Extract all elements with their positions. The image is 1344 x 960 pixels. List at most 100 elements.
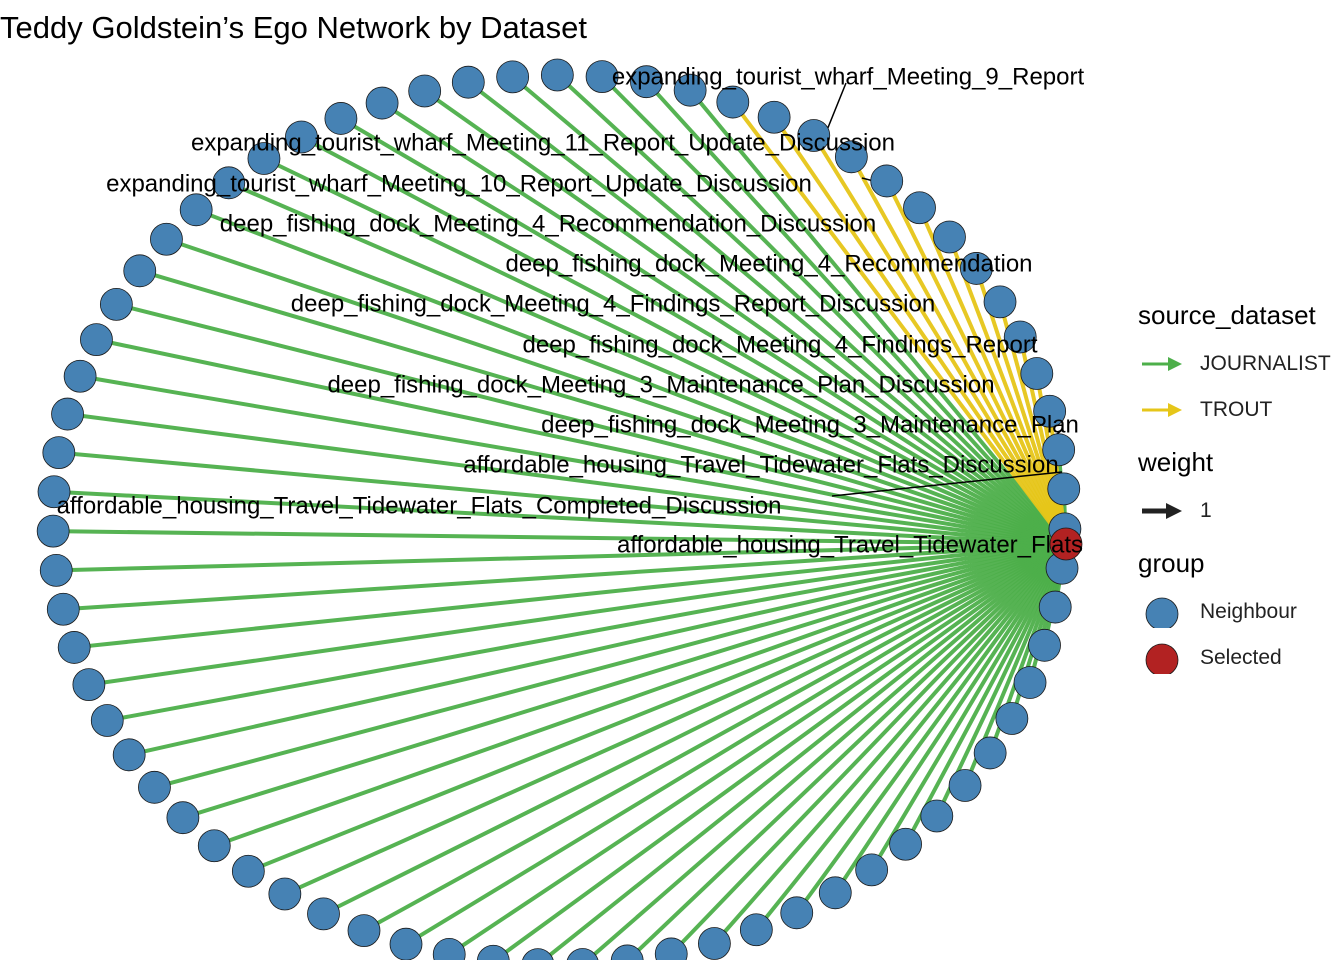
neighbour-node[interactable] [566,948,599,960]
journalist-edge [381,101,1068,546]
neighbour-node[interactable] [408,74,442,108]
neighbour-node[interactable] [42,436,76,470]
neighbour-node[interactable] [1003,320,1037,354]
neighbour-node[interactable] [697,927,731,960]
legend-item-selected: Selected [1138,635,1344,681]
neighbour-node[interactable] [112,738,146,772]
neighbour-node[interactable] [268,877,302,911]
neighbour-node[interactable] [63,359,97,393]
legend: source_dataset JOURNALIST TROUT weight 1 [1138,300,1344,695]
neighbour-node[interactable] [36,514,70,548]
journalist-edge [96,337,1067,546]
journalist-edge [263,156,1067,546]
neighbour-node[interactable] [983,285,1017,319]
legend-label-journalist: JOURNALIST [1200,352,1331,375]
neighbour-node[interactable] [123,254,157,288]
neighbour-node[interactable] [522,948,554,960]
neighbour-node[interactable] [610,944,644,960]
neighbour-node[interactable] [1033,394,1067,428]
neighbour-node[interactable] [870,164,904,198]
neighbour-node[interactable] [51,397,84,431]
neighbour-node[interactable] [1038,590,1072,624]
legend-weight: weight 1 [1138,447,1344,534]
neighbour-node[interactable] [37,475,71,509]
neighbour-node[interactable] [285,120,318,154]
neighbour-node[interactable] [585,60,619,94]
neighbour-node[interactable] [540,58,574,92]
neighbour-node[interactable] [324,102,358,135]
neighbour-node[interactable] [307,897,340,931]
neighbour-node[interactable] [99,287,133,321]
neighbour-node[interactable] [757,100,791,134]
neighbour-node[interactable] [739,913,773,947]
label-leader-line [831,471,1063,497]
neighbour-node[interactable] [948,769,982,802]
neighbour-node[interactable] [432,938,466,960]
neighbour-node[interactable] [212,166,246,200]
node-label: deep_fishing_dock_Meeting_4_Recommendati… [505,250,1032,277]
neighbour-node[interactable] [179,193,213,227]
neighbour-node[interactable] [1020,357,1054,390]
neighbour-node[interactable] [780,896,814,930]
neighbour-node[interactable] [889,827,922,861]
journalist-edge [540,542,1068,960]
neighbour-node[interactable] [1028,628,1061,662]
selected-node[interactable] [1049,527,1083,561]
neighbour-node[interactable] [57,631,91,664]
neighbour-node[interactable] [138,770,171,804]
trout-edge [884,180,1068,545]
neighbour-node[interactable] [150,222,183,256]
neighbour-node[interactable] [933,220,966,254]
neighbour-node[interactable] [46,592,80,626]
neighbour-node[interactable] [247,142,281,175]
neighbour-node[interactable] [630,65,663,99]
journalist-edge [869,542,1068,871]
neighbour-node[interactable] [39,553,73,587]
trout-edge [772,116,1068,546]
journalist-edge [600,75,1068,546]
neighbour-node[interactable] [818,876,852,910]
neighbour-node[interactable] [496,60,530,94]
neighbour-node[interactable] [855,853,889,887]
legend-label-neighbour: Neighbour [1200,600,1297,623]
neighbour-node[interactable] [1013,666,1047,699]
journalist-edge [688,88,1068,546]
neighbour-node[interactable] [834,140,868,174]
journalist-edge [625,542,1068,960]
node-label: expanding_tourist_wharf_Meeting_11_Repor… [191,129,895,156]
neighbour-node[interactable] [654,937,688,960]
trout-edge [917,206,1068,545]
neighbour-node[interactable] [347,914,381,948]
neighbour-node[interactable] [1047,472,1081,506]
neighbour-node[interactable] [72,668,106,702]
journalist-edge [128,542,1067,757]
neighbour-node[interactable] [995,702,1029,735]
neighbour-node[interactable] [959,252,993,285]
neighbour-node[interactable] [90,704,124,737]
neighbour-node[interactable] [920,799,954,833]
journalist-edge [153,542,1067,790]
legend-label-weight-1: 1 [1200,499,1212,522]
legend-title-group: group [1138,548,1205,578]
journalist-edge [53,489,1067,546]
journalist-edge [165,237,1067,546]
node-label: deep_fishing_dock_Meeting_3_Maintenance_… [327,371,994,398]
neighbour-node[interactable] [197,829,231,863]
neighbour-node[interactable] [673,73,707,107]
journalist-edge [511,75,1068,546]
neighbour-node[interactable] [476,944,510,960]
plot-title: Teddy Goldstein’s Ego Network by Dataset [0,10,588,45]
neighbour-node[interactable] [365,86,399,120]
neighbour-node[interactable] [797,119,831,152]
neighbour-node[interactable] [389,927,423,960]
neighbour-node[interactable] [166,801,200,835]
neighbour-node[interactable] [451,65,485,99]
neighbour-node[interactable] [973,736,1007,770]
neighbour-node[interactable] [80,323,113,357]
neighbour-node[interactable] [1042,433,1076,467]
neighbour-node[interactable] [716,85,750,119]
neighbour-node[interactable] [231,854,265,888]
node-label: deep_fishing_dock_Meeting_4_Findings_Rep… [291,290,935,317]
neighbour-node[interactable] [903,191,936,225]
node-label: deep_fishing_dock_Meeting_4_Recommendati… [220,210,876,237]
